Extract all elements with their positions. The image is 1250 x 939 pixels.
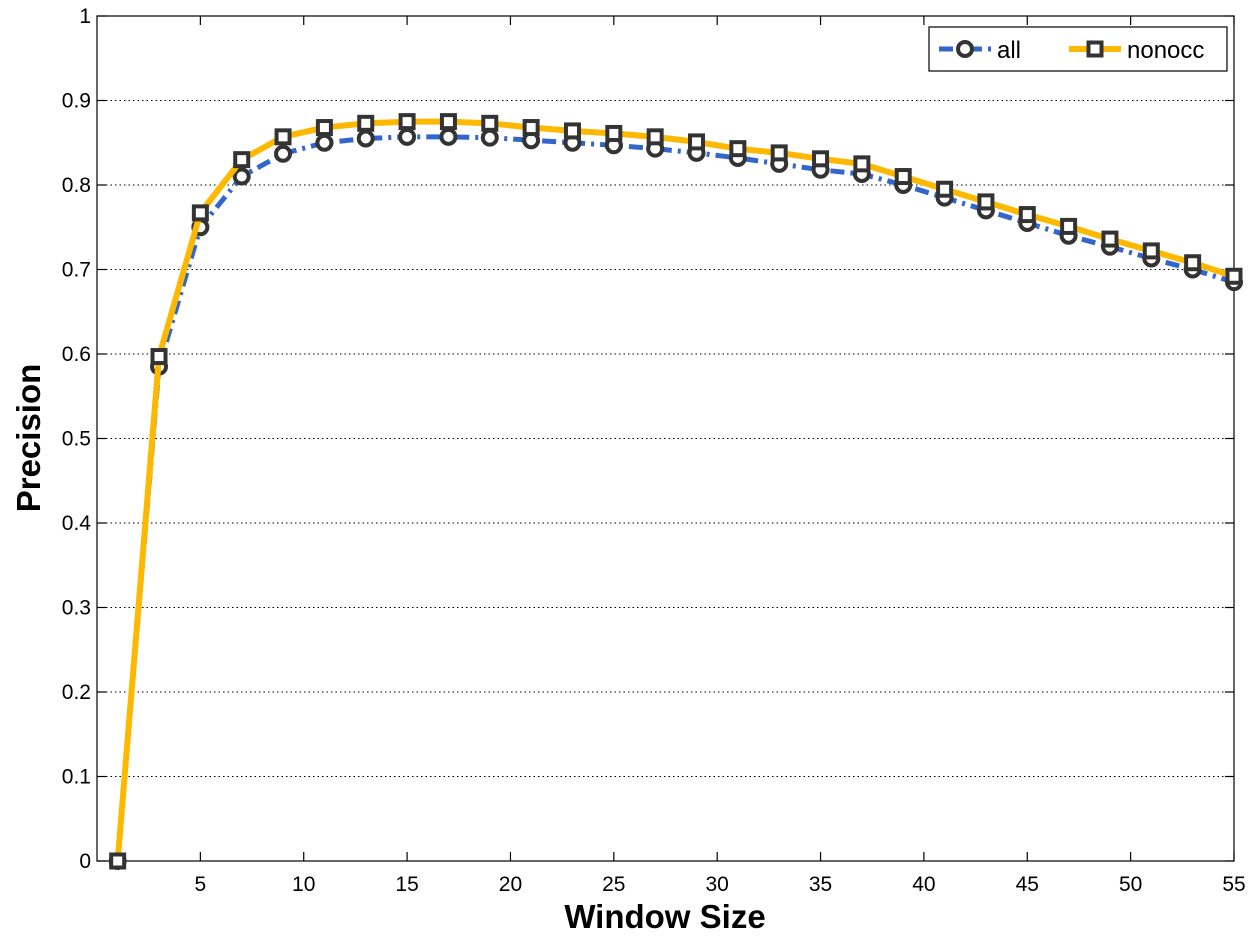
x-tick-label: 10	[292, 873, 315, 896]
series-all	[108, 127, 1243, 870]
data-point-nonocc	[357, 114, 375, 132]
data-point-nonocc	[150, 348, 168, 366]
data-point-nonocc	[1060, 217, 1078, 235]
data-point-nonocc	[646, 128, 664, 146]
x-tick-label: 30	[706, 873, 729, 896]
data-point-nonocc	[481, 114, 499, 132]
data-point-all	[274, 144, 293, 163]
legend: all nonocc	[928, 26, 1228, 72]
series-line-nonocc	[114, 118, 1235, 862]
data-point-nonocc	[894, 168, 912, 186]
y-tick-label: 0.2	[62, 681, 91, 704]
series-nonocc	[109, 113, 1243, 870]
data-point-all	[480, 128, 499, 147]
legend-label-nonocc: nonocc	[1127, 37, 1204, 64]
x-tick-label: 35	[809, 873, 832, 896]
data-point-nonocc	[398, 113, 416, 131]
x-tick-label: 5	[195, 873, 207, 896]
data-point-all	[439, 127, 458, 146]
data-point-all	[356, 129, 375, 148]
x-tick-label: 55	[1222, 873, 1245, 896]
data-point-nonocc	[274, 128, 292, 146]
y-tick-label: 0	[79, 850, 91, 873]
data-point-nonocc	[1184, 254, 1202, 272]
series-layer	[108, 113, 1243, 870]
x-tick-label: 50	[1119, 873, 1142, 896]
x-tick-label: 15	[395, 873, 418, 896]
data-point-all	[315, 133, 334, 152]
data-point-nonocc	[315, 119, 333, 137]
x-tick-label: 20	[499, 873, 522, 896]
data-point-nonocc	[1142, 242, 1160, 260]
data-point-nonocc	[688, 133, 706, 151]
x-tick-label: 40	[912, 873, 935, 896]
legend-entry-all: all	[939, 37, 1021, 64]
data-point-nonocc	[1018, 206, 1036, 224]
legend-entry-nonocc: nonocc	[1069, 37, 1204, 64]
y-tick-label: 1	[79, 5, 91, 28]
x-tick-label: 25	[602, 873, 625, 896]
data-point-nonocc	[853, 155, 871, 173]
y-tick-label: 0.1	[62, 766, 91, 789]
x-tick-label: 45	[1016, 873, 1039, 896]
data-point-nonocc	[729, 140, 747, 158]
data-point-nonocc	[1101, 230, 1119, 248]
data-point-nonocc	[563, 122, 581, 140]
data-point-nonocc	[1225, 267, 1243, 285]
axis-ticks: 00.10.20.30.40.50.60.70.80.915 10 15 20 25 30…	[62, 5, 1246, 896]
legend-marker-nonocc	[1086, 40, 1104, 58]
data-point-all	[232, 167, 251, 186]
y-axis-title: Precision	[10, 364, 47, 513]
series-line-all	[115, 134, 1235, 862]
data-point-nonocc	[977, 193, 995, 211]
data-point-nonocc	[439, 113, 457, 131]
x-axis-title: Window Size	[564, 898, 765, 935]
data-point-nonocc	[191, 204, 209, 222]
data-point-nonocc	[522, 119, 540, 137]
y-tick-label: 0.5	[62, 428, 91, 451]
data-point-nonocc	[770, 144, 788, 162]
grid-lines	[97, 100, 1234, 777]
y-tick-label: 0.9	[62, 90, 91, 113]
y-tick-label: 0.6	[62, 343, 91, 366]
y-tick-label: 0.8	[62, 174, 91, 197]
legend-marker-all	[956, 40, 974, 58]
data-point-nonocc	[233, 151, 251, 169]
data-point-nonocc	[109, 852, 127, 870]
legend-label-all: all	[997, 37, 1021, 64]
y-tick-label: 0.3	[62, 597, 91, 620]
data-point-nonocc	[812, 150, 830, 168]
y-tick-label: 0.4	[62, 512, 92, 535]
y-tick-label: 0.7	[62, 259, 91, 282]
data-point-nonocc	[605, 124, 623, 142]
data-point-all	[398, 127, 417, 146]
data-point-nonocc	[936, 180, 954, 198]
